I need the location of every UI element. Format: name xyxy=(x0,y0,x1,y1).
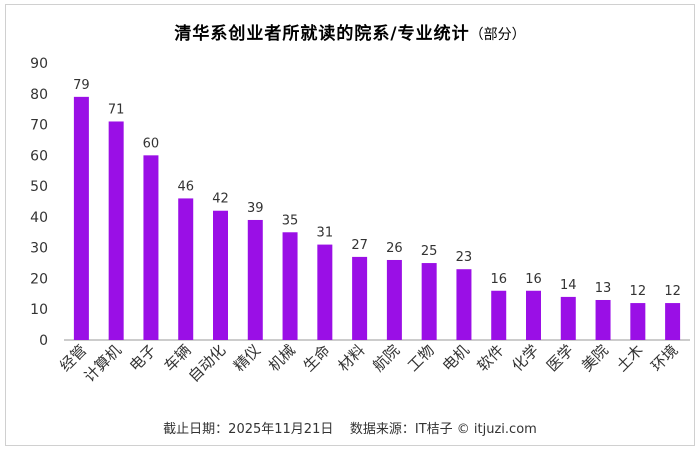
chart-title: 清华系创业者所就读的院系/专业统计（部分） xyxy=(6,19,694,44)
data-label: 60 xyxy=(143,136,160,151)
data-label: 12 xyxy=(664,284,681,299)
chart-card: 清华系创业者所就读的院系/专业统计（部分） 0 10 20 30 40 50 60 70 80 9… xyxy=(5,4,695,446)
bar xyxy=(247,219,263,340)
y-tick-label: 90 xyxy=(30,56,48,72)
data-label: 27 xyxy=(351,238,368,253)
bar xyxy=(386,259,402,340)
bar xyxy=(282,232,298,340)
x-tick-label: 环境 xyxy=(647,341,681,375)
data-label: 71 xyxy=(108,102,125,117)
chart-title-text: 清华系创业者所就读的院系/专业统计 xyxy=(174,24,470,44)
data-label: 16 xyxy=(490,272,507,287)
data-source: 数据来源：IT桔子 © itjuzi.com xyxy=(349,422,537,437)
y-tick-label: 0 xyxy=(39,333,48,349)
y-tick-label: 10 xyxy=(30,302,48,318)
y-axis: 0 10 20 30 40 50 60 70 80 90 xyxy=(30,56,690,349)
data-label: 79 xyxy=(73,78,90,93)
y-tick-label: 60 xyxy=(30,148,48,164)
data-label: 16 xyxy=(525,272,542,287)
x-tick-label: 医学 xyxy=(543,341,577,375)
data-label: 12 xyxy=(630,284,647,299)
bar xyxy=(213,210,228,340)
data-label: 42 xyxy=(212,192,229,207)
y-tick-label: 40 xyxy=(30,210,48,226)
bar xyxy=(317,244,333,340)
y-tick-label: 50 xyxy=(30,179,48,195)
data-label: 13 xyxy=(595,281,612,296)
bar xyxy=(352,256,368,340)
y-tick-label: 30 xyxy=(30,241,48,257)
data-label: 26 xyxy=(386,241,403,256)
bar xyxy=(108,121,124,340)
data-label: 35 xyxy=(282,213,299,228)
data-label: 23 xyxy=(456,250,473,265)
x-tick-label: 自动化 xyxy=(185,341,230,386)
data-label: 25 xyxy=(421,244,438,259)
y-tick-label: 80 xyxy=(30,87,48,103)
bar xyxy=(421,263,437,340)
bar xyxy=(491,290,507,340)
x-tick-label: 材料 xyxy=(334,341,368,375)
data-label: 14 xyxy=(560,278,577,293)
data-label: 31 xyxy=(317,226,334,241)
x-tick-label: 航院 xyxy=(369,341,403,375)
bar xyxy=(456,269,472,340)
bar xyxy=(560,296,576,340)
data-label: 39 xyxy=(247,201,264,216)
x-tick-label: 美院 xyxy=(578,341,612,375)
data-label: 46 xyxy=(177,179,194,194)
data-labels-group: 79 71 60 46 42 39 35 31 27 26 25 23 16 16 14 13 12 12 xyxy=(73,78,681,299)
x-tick-label: 精仪 xyxy=(230,341,264,375)
y-tick-label: 20 xyxy=(30,271,48,287)
footer-note: 截止日期：2025年11月21日 数据来源：IT桔子 © itjuzi.com xyxy=(6,418,694,437)
x-tick-label: 化学 xyxy=(508,341,542,375)
x-tick-label: 电机 xyxy=(439,341,473,375)
x-tick-label: 生命 xyxy=(300,341,334,375)
bar xyxy=(526,290,541,340)
x-tick-label: 电子 xyxy=(126,341,160,375)
chart-subtitle: （部分） xyxy=(469,27,526,43)
y-tick-label: 70 xyxy=(30,118,48,134)
x-tick-label: 机械 xyxy=(265,341,299,375)
bars-group xyxy=(73,96,681,340)
cutoff-date: 截止日期：2025年11月21日 xyxy=(163,422,334,437)
bar xyxy=(595,299,611,340)
bar xyxy=(143,155,159,340)
bar xyxy=(665,303,681,340)
x-tick-label: 软件 xyxy=(474,341,508,375)
x-tick-label: 土木 xyxy=(613,341,647,375)
bar xyxy=(73,96,89,340)
bar-chart: 0 10 20 30 40 50 60 70 80 90 79 71 60 46 42 39 35 31 27 26… xyxy=(30,56,690,386)
bar xyxy=(630,303,646,340)
x-tick-label: 工物 xyxy=(404,341,438,375)
bar xyxy=(178,198,194,340)
x-tick-label: 计算机 xyxy=(80,341,125,386)
